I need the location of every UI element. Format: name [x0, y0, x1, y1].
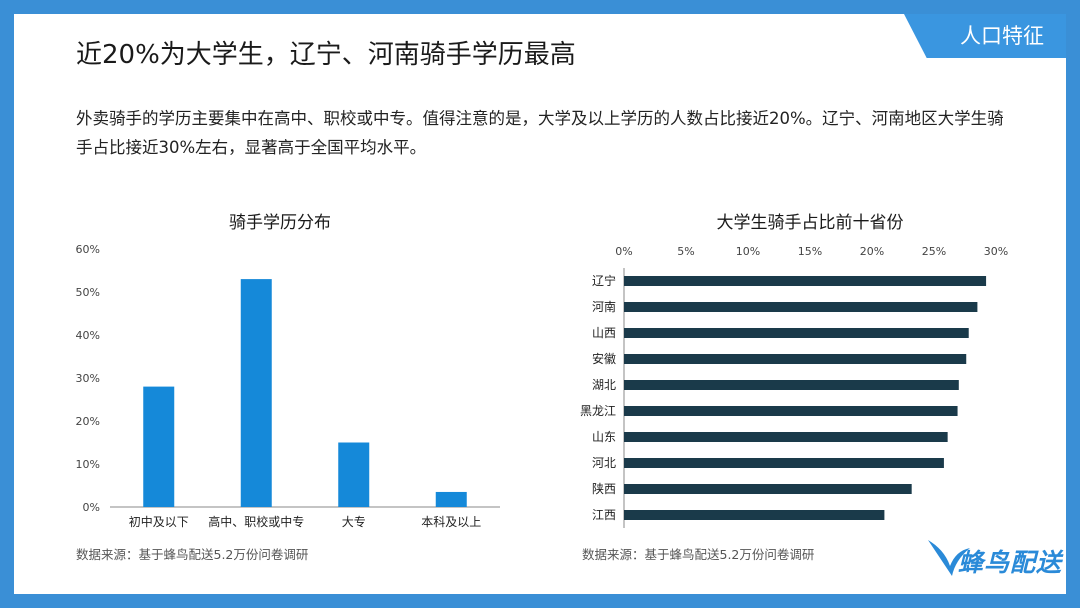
- chart-title: 大学生骑手占比前十省份: [717, 213, 904, 233]
- source-note-right: 数据来源：基于蜂鸟配送5.2万份问卷调研: [582, 547, 815, 562]
- y-tick-label: 黑龙江: [580, 404, 616, 418]
- x-tick-label: 5%: [677, 245, 694, 258]
- y-tick-label: 辽宁: [592, 273, 616, 288]
- bar: [624, 458, 944, 468]
- bar: [624, 484, 912, 494]
- y-tick-label: 50%: [76, 286, 100, 299]
- x-tick-label: 本科及以上: [421, 515, 481, 529]
- bar: [435, 491, 467, 507]
- x-tick-label: 0%: [615, 245, 632, 258]
- y-tick-label: 河南: [592, 299, 616, 314]
- logo-text: 蜂鸟配送: [958, 548, 1063, 577]
- page-description: 外卖骑手的学历主要集中在高中、职校或中专。值得注意的是，大学及以上学历的人数占比…: [76, 109, 1004, 157]
- y-tick-label: 陕西: [592, 481, 616, 496]
- bar: [624, 354, 967, 364]
- y-tick-label: 江西: [592, 508, 616, 522]
- x-tick-label: 大专: [342, 514, 366, 529]
- bird-logo-icon: [928, 540, 970, 576]
- source-note-left: 数据来源：基于蜂鸟配送5.2万份问卷调研: [76, 547, 309, 562]
- bar: [338, 442, 370, 507]
- education-bar-chart: 骑手学历分布 0% 10% 20% 30% 40% 50% 60% 初中及以下 高中、职校或中专 大…: [76, 213, 500, 529]
- y-tick-label: 山东: [592, 430, 616, 444]
- bar: [143, 386, 175, 507]
- x-tick-label: 25%: [922, 245, 946, 258]
- x-tick-label: 高中、职校或中专: [208, 514, 304, 529]
- y-tick-label: 山西: [592, 326, 616, 340]
- chart-title: 骑手学历分布: [229, 213, 331, 233]
- bar: [624, 328, 969, 338]
- x-tick-label: 20%: [860, 245, 884, 258]
- y-tick-label: 0%: [83, 501, 100, 514]
- y-tick-label: 20%: [76, 415, 100, 428]
- section-tag: 人口特征: [904, 14, 1066, 58]
- page-title: 近20%为大学生，辽宁、河南骑手学历最高: [76, 40, 576, 70]
- x-tick-label: 10%: [736, 245, 760, 258]
- y-tick-label: 湖北: [592, 377, 616, 392]
- y-tick-label: 30%: [76, 372, 100, 385]
- x-tick-label: 15%: [798, 245, 822, 258]
- bar: [624, 432, 948, 442]
- bar: [624, 406, 958, 416]
- bar: [624, 302, 978, 312]
- y-tick-label: 河北: [592, 456, 616, 470]
- province-bar-chart: 大学生骑手占比前十省份 0% 5% 10% 15% 20% 25% 30% 辽宁河南山西安徽湖北…: [580, 213, 1008, 528]
- bar: [624, 380, 959, 390]
- bar: [624, 276, 987, 286]
- bar: [240, 279, 272, 507]
- x-tick-label: 初中及以下: [129, 514, 189, 529]
- y-tick-label: 60%: [76, 243, 100, 256]
- y-tick-label: 40%: [76, 329, 100, 342]
- y-tick-label: 安徽: [592, 351, 616, 366]
- y-tick-label: 10%: [76, 458, 100, 471]
- bar: [624, 510, 885, 520]
- x-tick-label: 30%: [984, 245, 1008, 258]
